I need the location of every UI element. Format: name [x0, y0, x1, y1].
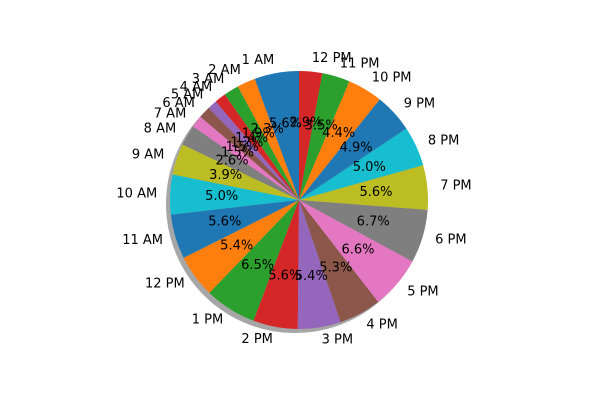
percent-label-3-pm-14: 5.4% [295, 269, 328, 284]
pie-slice-7-am-6 [192, 116, 299, 200]
category-label-8-am-7: 8 AM [144, 121, 177, 136]
category-label-4-am-3: 4 AM [180, 80, 213, 95]
pie-slice-4-am-3 [215, 94, 299, 200]
pie-slice-8-am-7 [182, 126, 299, 200]
percent-label-5-pm-16: 6.6% [341, 243, 374, 258]
percent-label-7-pm-18: 5.6% [359, 185, 392, 200]
pie-slice-10-am-9 [170, 174, 299, 215]
pie-slice-12-pm-23 [299, 71, 323, 200]
category-label-7-am-6: 7 AM [154, 106, 187, 121]
pie-slice-3-pm-14 [297, 200, 341, 329]
percent-label-8-am-7: 2.6% [215, 154, 248, 169]
category-label-10-am-9: 10 AM [116, 187, 157, 202]
pie-slice-8-pm-19 [299, 128, 424, 200]
category-label-12-pm-11: 12 PM [145, 277, 185, 292]
percent-label-12-pm-23: 2.9% [289, 115, 322, 130]
pie-slice-9-am-8 [172, 144, 299, 200]
percent-label-4-am-3: 1.4% [235, 131, 268, 146]
percent-label-4-pm-15: 5.3% [319, 261, 352, 276]
pie-slice-1-pm-12 [209, 200, 299, 321]
pie-percent-labels: 5.6%2.3%1.9%1.4%1.2%1.5%1.5%2.6%3.9%5.0%… [205, 115, 392, 284]
category-label-12-pm-23: 12 PM [312, 51, 352, 66]
category-label-10-pm-21: 10 PM [372, 71, 412, 86]
percent-label-5-am-4: 1.2% [230, 135, 263, 150]
category-label-2-am-1: 2 AM [208, 63, 241, 78]
percent-label-12-pm-11: 5.4% [220, 238, 253, 253]
category-label-8-pm-19: 8 PM [428, 133, 459, 148]
pie-slice-2-pm-13 [253, 200, 299, 329]
pie-slice-1-am-0 [254, 71, 299, 200]
pie-slice-7-pm-18 [299, 165, 428, 210]
pie-slice-3-am-2 [224, 86, 299, 200]
category-label-5-am-4: 5 AM [171, 88, 204, 103]
category-label-5-pm-16: 5 PM [407, 284, 438, 299]
pie-slice-12-pm-11 [183, 200, 299, 293]
pie-slice-6-pm-17 [299, 200, 428, 262]
category-label-9-am-8: 9 AM [132, 148, 165, 163]
percent-label-6-pm-17: 6.7% [357, 214, 390, 229]
percent-label-3-am-2: 1.9% [242, 127, 275, 142]
pie-slice-5-pm-16 [299, 200, 413, 302]
percent-label-6-am-5: 1.5% [226, 140, 259, 155]
pie-slice-6-am-5 [200, 108, 299, 200]
percent-label-11-am-10: 5.6% [208, 215, 241, 230]
percent-label-2-am-1: 2.3% [251, 122, 284, 137]
pie-slice-2-am-1 [237, 78, 299, 200]
percent-label-8-pm-19: 5.0% [353, 160, 386, 175]
category-label-11-am-10: 11 AM [122, 233, 163, 248]
pie-slice-5-am-4 [208, 101, 299, 200]
category-label-6-am-5: 6 AM [162, 96, 195, 111]
category-label-7-pm-18: 7 PM [440, 179, 471, 194]
category-label-1-am-0: 1 AM [242, 53, 275, 68]
pie-slice-11-am-10 [170, 200, 299, 258]
category-label-2-pm-13: 2 PM [241, 332, 272, 347]
category-label-1-pm-12: 1 PM [192, 312, 223, 327]
percent-label-9-am-8: 3.9% [209, 168, 242, 183]
percent-label-11-pm-22: 3.5% [305, 118, 338, 133]
percent-label-1-am-0: 5.6% [269, 116, 302, 131]
category-label-6-pm-17: 6 PM [435, 233, 466, 248]
pie-slice-10-pm-21 [299, 81, 380, 200]
percent-label-10-am-9: 5.0% [205, 189, 238, 204]
percent-label-1-pm-12: 6.5% [241, 258, 274, 273]
pie-slices [170, 71, 428, 329]
pie-slice-4-pm-15 [299, 200, 379, 323]
percent-label-7-am-6: 1.5% [221, 146, 254, 161]
category-label-11-pm-22: 11 PM [340, 57, 380, 72]
pie-slice-11-pm-22 [299, 73, 350, 200]
category-label-9-pm-20: 9 PM [404, 97, 435, 112]
pie-slice-9-pm-20 [299, 99, 407, 200]
category-label-4-pm-15: 4 PM [366, 317, 397, 332]
pie-category-labels: 1 AM2 AM3 AM4 AM5 AM6 AM7 AM8 AM 9 AM 10 A… [116, 51, 471, 347]
category-label-3-am-2: 3 AM [192, 72, 225, 87]
percent-label-10-pm-21: 4.4% [322, 126, 355, 141]
percent-label-9-pm-20: 4.9% [340, 140, 373, 155]
category-label-3-pm-14: 3 PM [322, 333, 353, 348]
percent-label-2-pm-13: 5.6% [268, 269, 301, 284]
